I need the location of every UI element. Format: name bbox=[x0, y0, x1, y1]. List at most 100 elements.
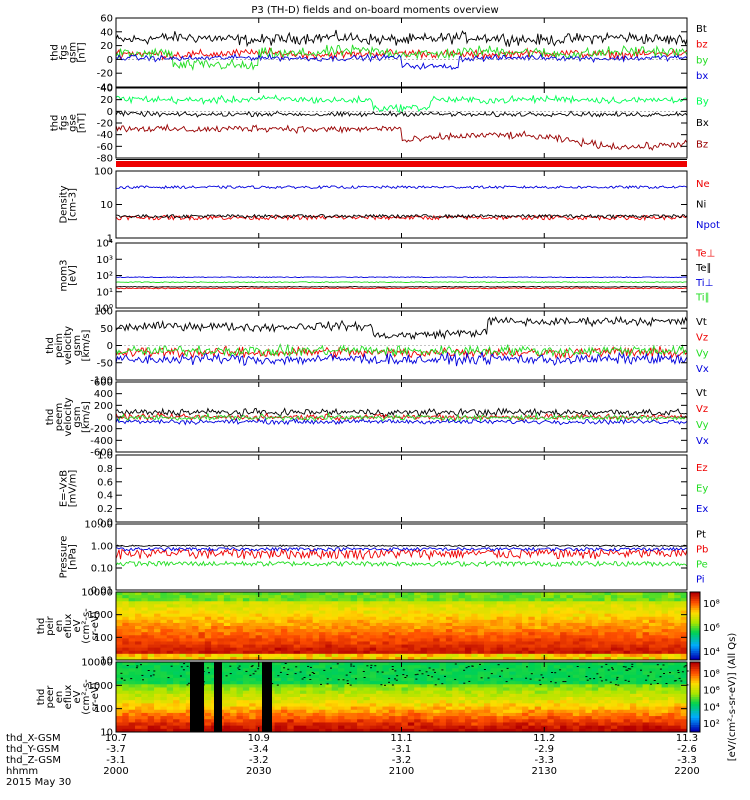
spectrogram-cell bbox=[363, 622, 371, 627]
spectrogram-cell bbox=[135, 677, 142, 682]
spectrogram-cell bbox=[357, 635, 364, 639]
spectrogram-cell bbox=[135, 598, 142, 602]
panel-3-ytick-label: 10⁴ bbox=[96, 239, 113, 250]
spectrogram-speck bbox=[394, 678, 396, 680]
spectrogram-cell bbox=[363, 650, 371, 655]
spectrogram-cell bbox=[477, 653, 485, 658]
spectrogram-speck bbox=[396, 675, 399, 677]
spectrogram-cell bbox=[610, 616, 618, 621]
spectrogram-cell bbox=[522, 709, 529, 714]
spectrogram-cell bbox=[319, 613, 326, 618]
spectrogram-cell bbox=[458, 728, 466, 733]
spectrogram-cell bbox=[604, 700, 612, 704]
spectrogram-cell bbox=[325, 716, 333, 720]
spectrogram-cell bbox=[503, 668, 510, 672]
spectrogram-cell bbox=[319, 662, 326, 666]
spectrogram-cell bbox=[464, 650, 472, 655]
spectrogram-cell bbox=[617, 674, 624, 679]
spectrogram-cell bbox=[509, 706, 517, 711]
spectrogram-cell bbox=[147, 668, 155, 672]
spectrogram-cell bbox=[547, 604, 555, 608]
spectrogram-cell bbox=[629, 601, 637, 605]
spectrogram-cell bbox=[483, 601, 491, 605]
spectrogram-cell bbox=[477, 629, 485, 633]
spectrogram-cell bbox=[249, 641, 256, 645]
spectrogram-cell bbox=[211, 619, 218, 624]
spectrogram-cell bbox=[338, 700, 345, 704]
spectrogram-cell bbox=[648, 716, 656, 720]
spectrogram-cell bbox=[198, 638, 206, 642]
spectrogram-cell bbox=[338, 709, 345, 714]
spectrogram-cell bbox=[401, 647, 409, 652]
spectrogram-cell bbox=[579, 601, 586, 605]
spectrogram-cell bbox=[376, 719, 383, 723]
spectrogram-cell bbox=[325, 671, 333, 676]
spectrogram-cell bbox=[255, 650, 263, 655]
spectrogram-cell bbox=[116, 665, 123, 669]
spectrogram-cell bbox=[179, 712, 187, 717]
spectrogram-cell bbox=[509, 716, 517, 720]
spectrogram-cell bbox=[185, 650, 193, 655]
spectrogram-cell bbox=[617, 647, 624, 652]
spectrogram-cell bbox=[648, 598, 656, 602]
spectrogram-cell bbox=[135, 656, 142, 661]
spectrogram-cell bbox=[452, 690, 459, 695]
spectrogram-cell bbox=[629, 681, 637, 685]
spectrogram-cell bbox=[433, 668, 440, 672]
spectrogram-cell bbox=[458, 722, 466, 727]
spectrogram-cell bbox=[166, 650, 174, 655]
spectrogram-cell bbox=[617, 650, 624, 655]
spectrogram-speck bbox=[311, 672, 314, 673]
spectrogram-cell bbox=[382, 601, 390, 605]
spectrogram-cell bbox=[122, 700, 130, 704]
spectrogram-cell bbox=[299, 592, 307, 596]
spectrogram-cell bbox=[680, 592, 688, 596]
spectrogram-cell bbox=[293, 690, 301, 695]
spectrogram-cell bbox=[122, 687, 130, 692]
spectrogram-cell bbox=[642, 613, 650, 618]
spectrogram-cell bbox=[242, 601, 250, 605]
spectrogram-cell bbox=[426, 613, 434, 618]
spectrogram-cell bbox=[268, 619, 276, 624]
spectrogram-cell bbox=[287, 626, 295, 630]
spectrogram-cell bbox=[135, 725, 142, 730]
spectrogram-cell bbox=[674, 622, 682, 627]
spectrogram-cell bbox=[661, 638, 669, 642]
spectrogram-cell bbox=[515, 725, 523, 730]
spectrogram-cell bbox=[192, 653, 199, 658]
spectrogram-cell bbox=[528, 604, 536, 608]
spectrogram-cell bbox=[274, 632, 282, 636]
spectrogram-cell bbox=[287, 703, 295, 707]
spectrogram-cell bbox=[414, 709, 421, 714]
spectrogram-cell bbox=[217, 641, 225, 645]
spectrogram-cell bbox=[598, 638, 605, 642]
spectrogram-cell bbox=[585, 592, 593, 596]
spectrogram-cell bbox=[458, 706, 466, 711]
spectrogram-cell bbox=[236, 638, 244, 642]
spectrogram-cell bbox=[452, 693, 459, 698]
spectrogram-cell bbox=[503, 662, 510, 666]
spectrogram-speck bbox=[471, 665, 474, 667]
spectrogram-cell bbox=[579, 681, 586, 685]
spectrogram-cell bbox=[287, 595, 295, 599]
spectrogram-cell bbox=[154, 690, 161, 695]
spectrogram-speck bbox=[237, 667, 240, 669]
spectrogram-cell bbox=[515, 668, 523, 672]
spectrogram-cell bbox=[166, 641, 174, 645]
spectrogram-speck bbox=[612, 668, 614, 670]
legend-3-2: Ti⊥ bbox=[695, 278, 713, 289]
spectrogram-cell bbox=[395, 665, 402, 669]
spectrogram-cell bbox=[185, 693, 193, 698]
spectrogram-cell bbox=[528, 719, 536, 723]
spectrogram-cell bbox=[344, 610, 352, 615]
panel-7-ytick-label: 10.00 bbox=[84, 520, 113, 531]
spectrogram-cell bbox=[407, 674, 415, 679]
spectrogram-cell bbox=[369, 604, 377, 608]
spectrogram-cell bbox=[636, 684, 643, 688]
spectrogram-cell bbox=[280, 650, 288, 655]
spectrogram-cell bbox=[135, 653, 142, 658]
spectrogram-cell bbox=[566, 650, 574, 655]
spectrogram-cell bbox=[661, 601, 669, 605]
spectrogram-cell bbox=[458, 644, 466, 649]
spectrogram-cell bbox=[382, 616, 390, 621]
